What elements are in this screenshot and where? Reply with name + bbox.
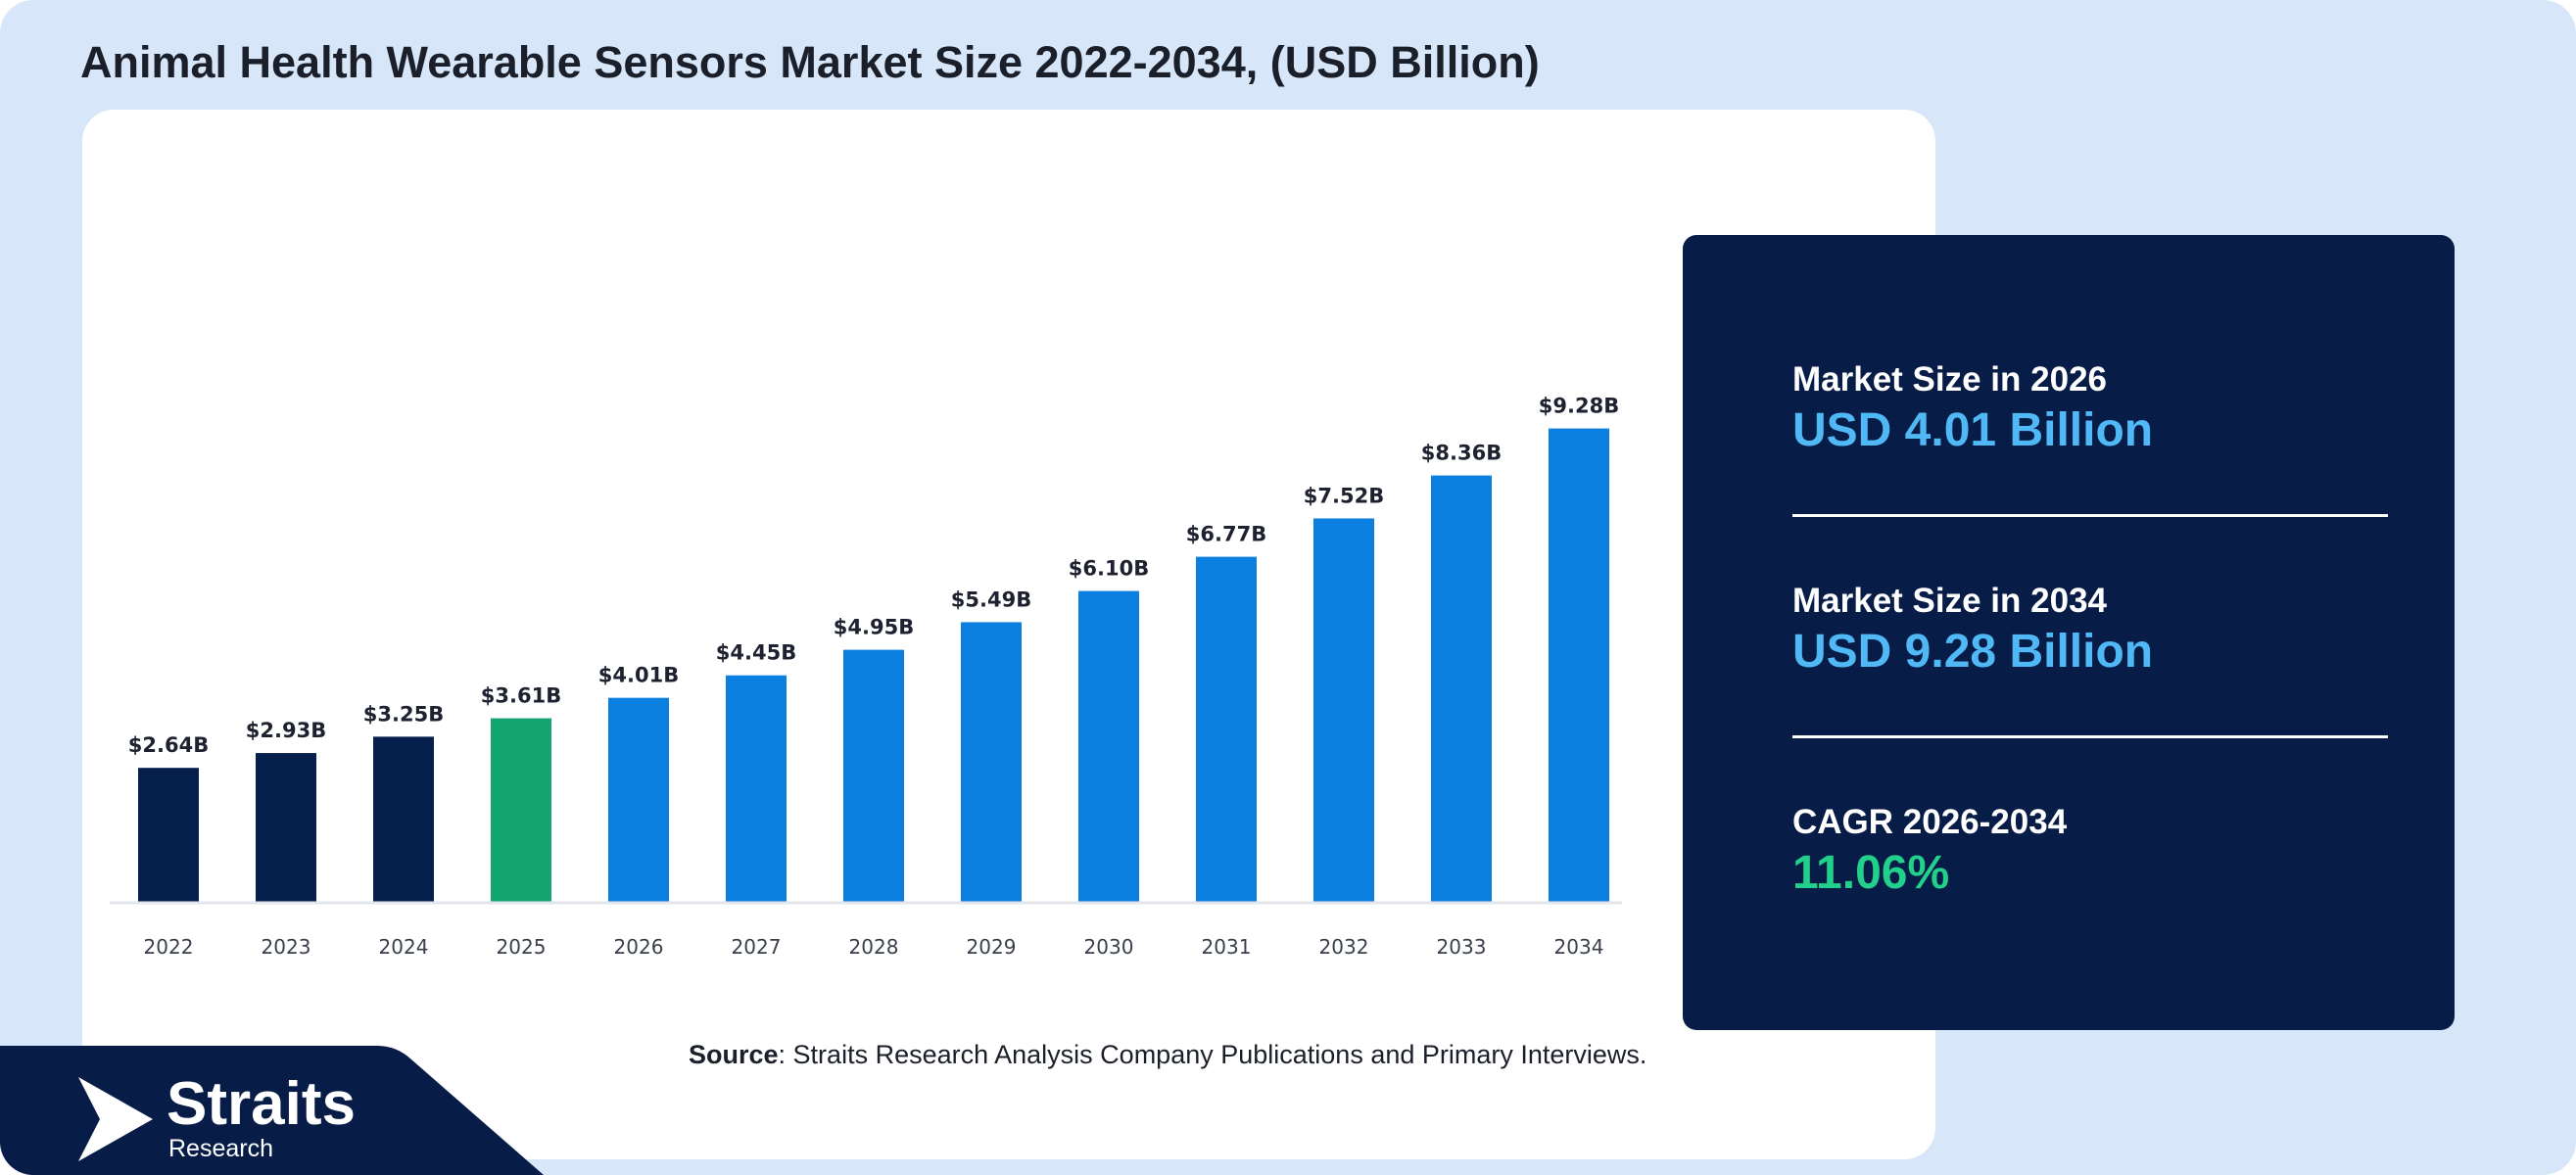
bar-2026 bbox=[608, 697, 669, 903]
bar-2032 bbox=[1313, 518, 1374, 903]
stat-label-2026: Market Size in 2026 bbox=[1792, 360, 2107, 399]
data-label-2025: $3.61B bbox=[481, 684, 561, 708]
stats-panel: Market Size in 2026 USD 4.01 Billion Mar… bbox=[1683, 235, 2455, 1030]
data-label-2023: $2.93B bbox=[246, 719, 326, 742]
data-label-2026: $4.01B bbox=[598, 664, 679, 687]
bar-chart: $2.64B $2.93B $3.25B $3.61B $4.01B $4.45B $4.9… bbox=[110, 395, 1622, 959]
x-tick-2034: 2034 bbox=[1554, 935, 1604, 959]
bar-2033 bbox=[1431, 475, 1492, 903]
source-note: Source: Straits Research Analysis Compan… bbox=[689, 1040, 1646, 1070]
stat-value-2034: USD 9.28 Billion bbox=[1792, 626, 2154, 678]
x-tick-2030: 2030 bbox=[1084, 935, 1134, 959]
x-tick-2029: 2029 bbox=[967, 935, 1017, 959]
brand-subtitle: Research bbox=[168, 1135, 273, 1162]
stats-divider-1 bbox=[1792, 514, 2388, 517]
x-tick-2022: 2022 bbox=[144, 935, 194, 959]
stat-value-2026: USD 4.01 Billion bbox=[1792, 404, 2154, 456]
bar-2022 bbox=[138, 768, 199, 903]
stat-label-2034: Market Size in 2034 bbox=[1792, 582, 2107, 620]
bar-2024 bbox=[373, 736, 434, 903]
bar-2031 bbox=[1196, 556, 1257, 903]
data-label-2032: $7.52B bbox=[1304, 484, 1384, 507]
bar-2030 bbox=[1078, 590, 1139, 903]
bar-2023 bbox=[256, 753, 316, 903]
x-tick-2026: 2026 bbox=[614, 935, 664, 959]
bar-2029 bbox=[961, 622, 1022, 903]
stat-cagr: CAGR 2026-2034 11.06% bbox=[1792, 803, 2067, 900]
source-label: Source bbox=[689, 1040, 779, 1069]
data-label-2030: $6.10B bbox=[1069, 557, 1149, 581]
tick-labels-layer: 2022 2023 2024 2025 2026 2027 2028 2029 2030 2031… bbox=[144, 935, 1604, 959]
data-labels-layer: $2.64B $2.93B $3.25B $3.61B $4.01B $4.45B $4.9… bbox=[128, 395, 1619, 758]
bar-2028 bbox=[843, 649, 904, 903]
data-label-2022: $2.64B bbox=[128, 733, 209, 757]
stats-divider-2 bbox=[1792, 735, 2388, 738]
bar-2025 bbox=[491, 718, 551, 903]
data-label-2028: $4.95B bbox=[834, 616, 914, 639]
data-label-2027: $4.45B bbox=[716, 641, 796, 665]
data-label-2031: $6.77B bbox=[1186, 523, 1266, 546]
x-tick-2024: 2024 bbox=[379, 935, 429, 959]
data-label-2024: $3.25B bbox=[363, 702, 444, 726]
x-tick-2027: 2027 bbox=[732, 935, 782, 959]
x-tick-2033: 2033 bbox=[1437, 935, 1487, 959]
x-tick-2028: 2028 bbox=[849, 935, 899, 959]
brand-name: Straits bbox=[167, 1070, 356, 1138]
bars-layer bbox=[138, 428, 1609, 903]
x-tick-2032: 2032 bbox=[1319, 935, 1369, 959]
stat-market-size-2034: Market Size in 2034 USD 9.28 Billion bbox=[1792, 582, 2153, 679]
data-label-2033: $8.36B bbox=[1421, 442, 1502, 465]
stat-label-cagr: CAGR 2026-2034 bbox=[1792, 803, 2068, 841]
bar-2027 bbox=[726, 675, 787, 903]
chart-title: Animal Health Wearable Sensors Market Si… bbox=[80, 37, 1540, 87]
x-tick-2023: 2023 bbox=[262, 935, 311, 959]
bar-2034 bbox=[1549, 428, 1609, 903]
brand-corner-shape bbox=[0, 1046, 544, 1175]
stat-market-size-2026: Market Size in 2026 USD 4.01 Billion bbox=[1792, 360, 2153, 457]
stat-value-cagr: 11.06% bbox=[1792, 847, 1950, 899]
data-label-2029: $5.49B bbox=[951, 588, 1031, 611]
x-tick-2025: 2025 bbox=[497, 935, 547, 959]
straits-logo-icon bbox=[78, 1077, 153, 1161]
x-tick-2031: 2031 bbox=[1202, 935, 1252, 959]
source-text: : Straits Research Analysis Company Publ… bbox=[778, 1040, 1647, 1069]
data-label-2034: $9.28B bbox=[1539, 395, 1619, 418]
